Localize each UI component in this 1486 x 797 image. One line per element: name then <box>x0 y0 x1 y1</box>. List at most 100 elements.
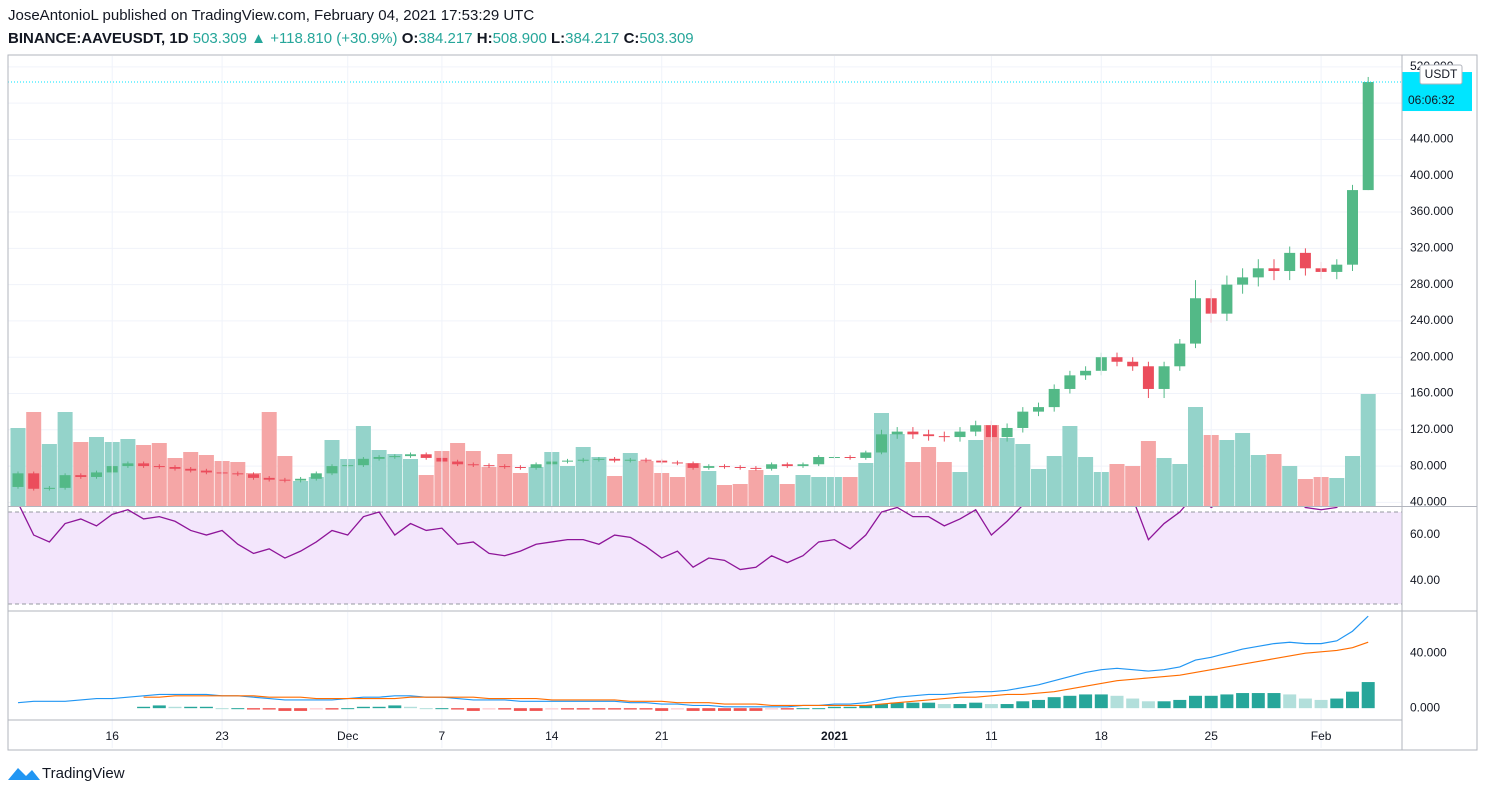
candle-body <box>153 466 165 468</box>
rsi-line <box>19 507 1338 571</box>
c: 503.309 <box>639 30 693 47</box>
volume-bar <box>308 477 324 506</box>
histogram-bar <box>1110 695 1124 709</box>
histogram-bar <box>1204 695 1218 709</box>
candle-body <box>1017 411 1029 428</box>
candle-body <box>938 436 950 438</box>
volume-bar <box>764 475 780 506</box>
histogram-bar <box>529 708 543 711</box>
logo <box>8 768 40 780</box>
y-tick-label: 80.000 <box>1410 458 1447 472</box>
volume-bar <box>717 485 732 506</box>
volume-bar <box>748 470 764 506</box>
histogram-bar <box>545 708 559 710</box>
y-tick-label: 0.000 <box>1410 700 1440 714</box>
candle-body <box>420 454 432 458</box>
volume-bar <box>1219 440 1235 506</box>
histogram-bar <box>199 706 213 709</box>
volume-bar <box>842 477 858 506</box>
candle-body <box>1237 277 1249 285</box>
volume-bar <box>874 413 889 506</box>
volume-bar <box>512 473 528 506</box>
histogram-bar <box>765 708 779 710</box>
histogram-bar <box>482 708 496 710</box>
histogram-bar <box>843 706 857 709</box>
histogram-bar <box>937 704 951 709</box>
histogram-bar <box>623 708 637 710</box>
candle-body <box>295 478 307 481</box>
volume-bar <box>921 447 937 506</box>
volume-bar <box>1297 479 1313 506</box>
candle-body <box>703 466 715 468</box>
histogram-bar <box>231 708 245 710</box>
histogram-bar <box>969 702 983 709</box>
volume-bar <box>246 473 261 506</box>
pane <box>8 507 1402 605</box>
candle-body <box>389 456 401 458</box>
arrow: ▲ <box>251 30 266 47</box>
histogram-bar <box>247 708 260 710</box>
histogram-bar <box>451 708 465 710</box>
volume-bar <box>1235 433 1251 506</box>
candle-body <box>593 458 605 460</box>
histogram-bar <box>718 708 731 711</box>
macd-line <box>17 615 1369 708</box>
histogram-bar <box>859 705 873 709</box>
volume-bar <box>136 445 152 506</box>
candle-body <box>624 459 636 461</box>
volume-bar <box>418 475 434 506</box>
histogram-bar <box>1189 695 1202 709</box>
volume-bar <box>591 457 607 506</box>
histogram-bar <box>733 708 747 711</box>
l-label: L: <box>551 30 565 47</box>
histogram-bar <box>1173 699 1187 709</box>
rsi-band <box>8 512 1402 605</box>
volume-bar <box>1125 466 1141 506</box>
candle-body <box>200 470 212 473</box>
volume-bar <box>1109 464 1125 506</box>
volume-bar <box>795 475 811 506</box>
histogram-bar <box>435 708 449 710</box>
volume-bar <box>560 466 575 506</box>
candle-body <box>1252 268 1264 278</box>
candle-body <box>138 463 150 467</box>
histogram-bar <box>1314 699 1328 709</box>
histogram-bar <box>1016 701 1030 709</box>
histogram-bar <box>875 704 888 709</box>
histogram-bar <box>639 708 653 710</box>
histogram-bar <box>1236 693 1250 709</box>
volume-bar <box>528 467 544 506</box>
volume-bar <box>1250 455 1266 506</box>
candle-body <box>75 475 87 477</box>
volume-bar <box>701 471 717 506</box>
y-tick-label: 360.000 <box>1410 204 1454 218</box>
legend: BINANCE:AAVEUSDT, 1D 503.309 ▲ +118.810 … <box>8 30 694 47</box>
currency-box <box>1419 64 1463 85</box>
candle-body <box>405 454 416 457</box>
histogram-bar <box>1094 694 1108 709</box>
volume-bar <box>811 477 827 506</box>
histogram-bar <box>670 708 684 710</box>
candle-body <box>1158 366 1170 389</box>
histogram-bar <box>1000 704 1014 709</box>
histogram-bar <box>356 706 370 709</box>
histogram-bar <box>749 708 763 711</box>
o: 384.217 <box>418 30 472 47</box>
y-tick-label: 40.000 <box>1410 645 1447 659</box>
candle-body <box>12 473 24 487</box>
candle-body <box>1174 343 1186 367</box>
candle-body <box>734 466 746 468</box>
x-tick-label: 16 <box>106 729 120 743</box>
candle-body <box>499 466 511 468</box>
candle-body <box>326 466 338 474</box>
volume-bar <box>183 452 199 506</box>
histogram-bar <box>341 708 355 710</box>
countdown: 06:06:32 <box>1408 93 1455 107</box>
histogram-bar <box>419 708 433 710</box>
candle-body <box>373 457 385 459</box>
candle-body <box>483 465 495 467</box>
histogram-bar <box>953 704 967 709</box>
volume-bar <box>403 459 418 506</box>
volume-bar <box>293 481 309 506</box>
